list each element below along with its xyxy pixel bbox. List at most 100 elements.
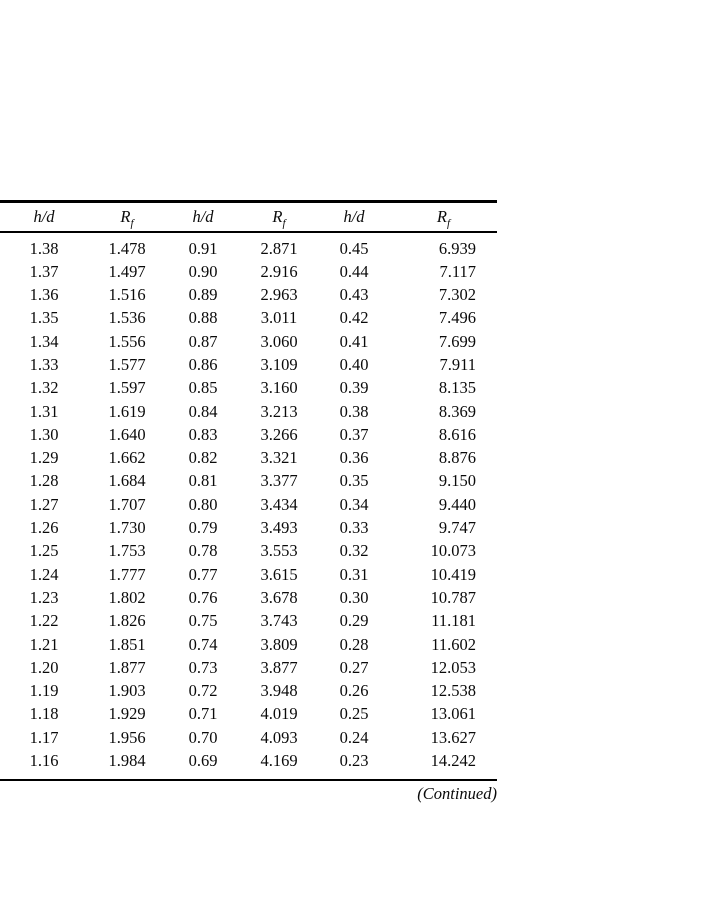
table-cell: 1.903 [108,681,146,701]
table-cell: 0.88 [188,308,218,328]
table-cell: 1.516 [108,285,146,305]
table-row: 1.37 1.497 0.90 2.916 0.44 7.117 [0,260,497,283]
table-cell: 3.615 [260,564,298,584]
column-header: h/d [343,206,365,226]
table-row: 1.21 1.851 0.74 3.809 0.28 11.602 [0,633,497,656]
table-cell: 0.90 [188,261,218,281]
table-row: 1.17 1.956 0.70 4.093 0.24 13.627 [0,726,497,749]
table-cell: 0.34 [339,494,369,514]
table-cell: 3.877 [260,657,298,677]
table-cell: 0.23 [339,751,369,771]
table-cell: 2.916 [260,261,298,281]
table-cell: 1.802 [108,587,146,607]
rf-table: h/d Rf h/d Rf h/d Rf 1.38 1.478 0.91 2.871 0.45 6.… [0,200,497,782]
table-cell: 6.939 [438,238,476,258]
table-body: 1.38 1.478 0.91 2.871 0.45 6.939 1.37 1.497 0.90… [0,232,497,781]
table-cell: 2.871 [260,238,298,258]
table-row: 1.33 1.577 0.86 3.109 0.40 7.911 [0,353,497,376]
table-cell: 9.440 [438,494,476,514]
table-cell: 1.34 [29,331,59,351]
table-cell: 3.060 [260,331,298,351]
table-cell: 12.053 [430,657,476,677]
table-cell: 1.35 [29,308,59,328]
table-cell: 0.89 [188,285,218,305]
table-cell: 1.556 [108,331,146,351]
table-cell: 0.75 [188,611,218,631]
table-cell: 1.753 [108,541,146,561]
table-row: 1.20 1.877 0.73 3.877 0.27 12.053 [0,656,497,679]
table-cell: 3.553 [260,541,298,561]
column-header: h/d [192,206,214,226]
table-cell: 0.36 [339,448,369,468]
table-cell: 3.377 [260,471,298,491]
table-cell: 0.45 [339,238,369,258]
table-cell: 0.26 [339,681,369,701]
table-cell: 0.82 [188,448,218,468]
table-cell: 0.80 [188,494,218,514]
table-cell: 7.911 [439,354,476,374]
table-cell: 3.321 [260,448,298,468]
table-cell: 1.777 [108,564,146,584]
table-cell: 1.27 [29,494,59,514]
table-cell: 0.43 [339,285,369,305]
table-cell: 9.150 [438,471,476,491]
table-cell: 3.434 [260,494,298,514]
table-cell: 0.25 [339,704,369,724]
table-row: 1.16 1.984 0.69 4.169 0.23 14.242 [0,749,497,780]
table-cell: 1.21 [29,634,59,654]
table-cell: 4.019 [260,704,298,724]
table-cell: 0.71 [188,704,218,724]
table-cell: 11.181 [431,611,476,631]
table-cell: 0.29 [339,611,369,631]
table-cell: 10.787 [430,587,476,607]
table-cell: 4.169 [260,751,298,771]
table-cell: 3.266 [260,424,298,444]
table-header-row: h/d Rf h/d Rf h/d Rf [0,202,497,232]
table-cell: 1.707 [108,494,146,514]
table-cell: 0.85 [188,378,218,398]
table-cell: 1.684 [108,471,146,491]
header-subscript: f [282,217,286,230]
table-cell: 1.956 [108,727,146,747]
table-cell: 1.22 [29,611,59,631]
table-cell: 9.747 [438,518,476,538]
table-row: 1.22 1.826 0.75 3.743 0.29 11.181 [0,609,497,632]
table-row: 1.26 1.730 0.79 3.493 0.33 9.747 [0,516,497,539]
table-row: 1.30 1.640 0.83 3.266 0.37 8.616 [0,423,497,446]
table-cell: 0.28 [339,634,369,654]
table-row: 1.38 1.478 0.91 2.871 0.45 6.939 [0,232,497,260]
table-head: h/d Rf h/d Rf h/d Rf [0,202,497,232]
table-cell: 0.32 [339,541,369,561]
table-row: 1.23 1.802 0.76 3.678 0.30 10.787 [0,586,497,609]
header-subscript: f [447,217,451,230]
table-row: 1.19 1.903 0.72 3.948 0.26 12.538 [0,679,497,702]
table-cell: 0.86 [188,354,218,374]
table-row: 1.18 1.929 0.71 4.019 0.25 13.061 [0,702,497,725]
table-cell: 1.30 [29,424,59,444]
table-cell: 1.536 [108,308,146,328]
table-cell: 1.32 [29,378,59,398]
table-cell: 3.678 [260,587,298,607]
table-cell: 3.948 [260,681,298,701]
table-cell: 3.743 [260,611,298,631]
table-cell: 8.876 [438,448,476,468]
table-cell: 1.28 [29,471,59,491]
table-cell: 1.33 [29,354,59,374]
table-cell: 1.640 [108,424,146,444]
table-cell: 1.16 [29,751,59,771]
column-header: Rf [436,206,451,230]
table-cell: 10.073 [430,541,476,561]
table-cell: 0.24 [339,727,369,747]
table-cell: 0.44 [339,261,369,281]
table-cell: 13.627 [430,727,476,747]
table-cell: 3.109 [260,354,298,374]
table-row: 1.31 1.619 0.84 3.213 0.38 8.369 [0,400,497,423]
table-cell: 1.877 [108,657,146,677]
table-cell: 1.20 [29,657,59,677]
table-cell: 3.493 [260,518,298,538]
table-cell: 0.37 [339,424,369,444]
table-cell: 0.40 [339,354,369,374]
table-cell: 0.69 [188,751,218,771]
table-cell: 1.597 [108,378,146,398]
column-header: h/d [33,206,55,226]
